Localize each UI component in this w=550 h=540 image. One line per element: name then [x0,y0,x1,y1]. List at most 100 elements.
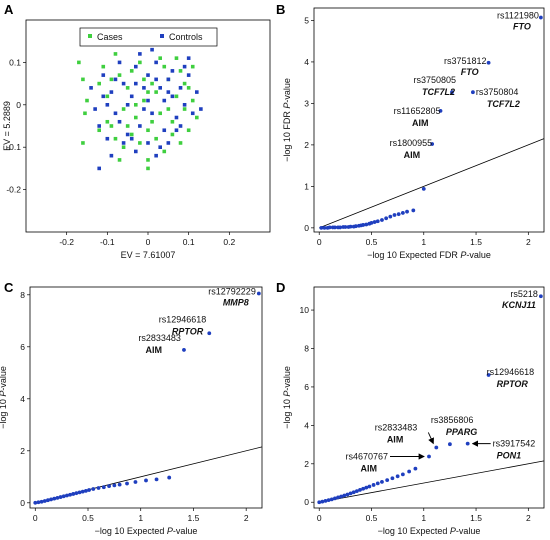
gene-label: TCF7L2 [487,99,520,109]
data-point [400,211,405,215]
data-point [36,500,41,505]
x-tick-label: 0.1 [183,237,195,247]
data-point [49,497,53,502]
data-point [190,111,195,116]
data-point [142,86,146,90]
data-point [384,216,389,221]
y-tick-label: 1 [304,181,309,191]
data-point [101,94,106,99]
x-axis-label: −log 10 Expected P-value [95,526,198,536]
data-point [486,373,491,377]
data-point [392,213,397,217]
data-point [121,81,126,86]
data-point [405,209,409,214]
data-point [142,107,146,111]
y-tick-label: 6 [304,382,309,392]
gene-label: AIM [412,118,429,128]
data-point [83,488,88,493]
data-point [138,60,142,65]
y-tick-label: -0.1 [6,142,21,152]
y-tick-label: 4 [20,394,25,404]
data-point [81,141,85,145]
legend-marker [88,34,92,38]
data-point [358,488,362,492]
data-point [46,498,50,503]
data-point [117,119,122,124]
data-point [317,500,322,505]
snp-id-label: rs12946618 [487,367,535,377]
data-point [144,478,148,483]
panel-d-qq-plot: 0 0.5 1 1.5 2 0 2 4 6 8 10 −log 10 Expected P-value… [282,286,545,536]
data-point [471,90,475,95]
panel-c-qq-plot: 0 0.5 1 1.5 2 0 2 4 6 8 −log 10 Expected P-value −l… [0,287,263,536]
snp-annotation: rs2833483 AIM [138,333,181,355]
data-point [342,493,347,498]
panel-a-scatter: -0.2 -0.1 0 0.1 0.2 -0.2 -0.1 0 0.1 EV = 7.61007 E… [2,19,271,260]
data-point [343,225,348,229]
data-point [97,128,101,133]
snp-id-label: rs3750805 [413,75,456,85]
points [33,291,261,505]
y-tick-label: 10 [300,305,310,315]
data-point [150,119,154,124]
data-point [117,158,122,162]
data-point [107,484,111,489]
gene-label: MMP8 [223,298,249,308]
data-point [162,98,167,103]
data-point [411,208,416,213]
data-point [129,136,134,141]
data-point [369,220,374,225]
panel-letter-c: C [4,280,14,295]
y-tick-label: 0 [304,223,309,233]
x-axis-label: −log 10 Expected FDR P-value [367,250,491,260]
y-tick-label: 2 [304,459,309,469]
x-tick-label: 0.5 [366,237,378,247]
snp-annotation: rs3856806 PPARG [431,415,477,437]
y-tick-label: 0 [20,498,25,508]
data-point [58,495,63,499]
data-point [438,108,443,113]
data-point [326,498,331,503]
data-point [113,111,118,116]
data-point [134,103,138,107]
y-tick-label: 0.1 [9,57,21,67]
x-tick-label: 2 [244,513,249,523]
panel-letter-a: A [4,2,14,17]
data-point [486,60,491,65]
data-point [348,224,353,229]
gene-label: RPTOR [172,326,204,336]
data-point [372,220,377,224]
data-point [39,499,44,504]
data-point [42,499,47,503]
data-point [52,496,57,501]
data-point [190,98,195,103]
data-point [186,128,191,133]
data-point [117,60,122,65]
data-point [430,142,435,146]
data-point [338,225,343,230]
x-axis-label: −log 10 Expected P-value [378,526,481,536]
snp-id-label: rs11652805 [394,106,441,116]
data-point [345,492,350,497]
gene-label: PPARG [446,427,477,437]
data-point [195,90,199,94]
data-point [146,98,150,103]
data-point [113,52,118,56]
snp-id-label: rs3856806 [431,415,474,425]
data-point [154,90,158,94]
data-point [186,73,191,77]
data-point [207,331,212,336]
data-point [33,500,38,505]
snp-id-label: rs3750804 [476,87,519,97]
data-point [117,482,122,487]
reference-line [319,138,545,229]
panel-b-qq-plot: 0 0.5 1 1.5 2 0 1 2 3 4 5 −log 10 Expected FDR P-va… [282,7,545,260]
data-point [96,486,101,490]
x-tick-label: -0.2 [59,237,74,247]
x-tick-label: 1.5 [188,513,200,523]
data-point [77,490,82,495]
data-point [380,218,384,222]
data-point [125,86,130,90]
y-tick-label: 0 [16,100,21,110]
